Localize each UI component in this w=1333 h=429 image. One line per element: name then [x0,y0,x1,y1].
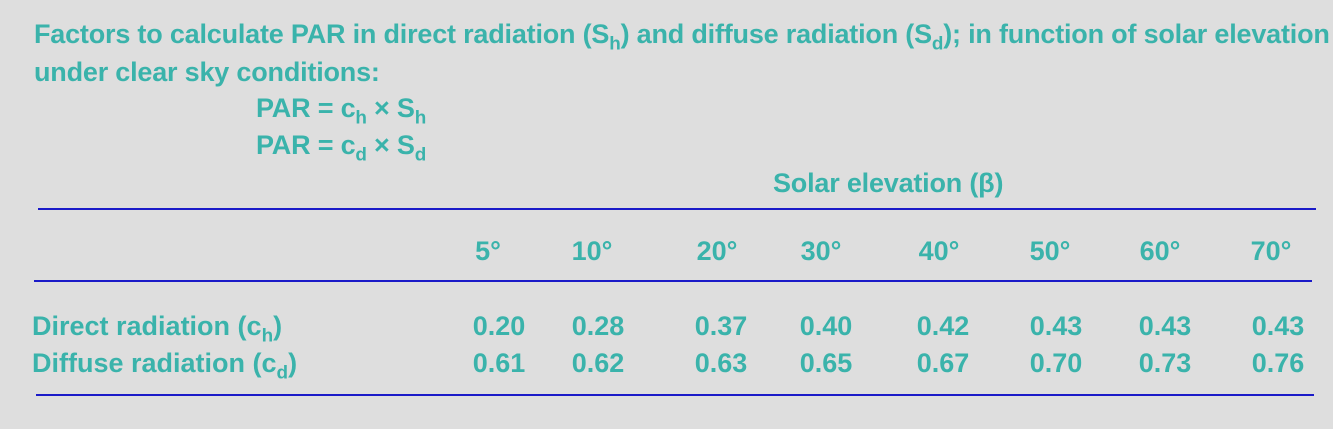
title-text-part: ) and diffuse radiation (S [620,19,933,49]
formula-direct: PAR = ch × Sh [256,93,426,128]
formula-subscript: d [414,144,427,166]
row-label-text: Direct radiation (c [32,311,262,341]
table-cell: 0.43 [1029,311,1083,341]
table-cell: 0.20 [472,311,526,341]
table-cell: 0.42 [916,311,970,341]
formula-subscript: h [355,107,367,129]
title-line-2: under clear sky conditions: [34,57,380,87]
top-rule [38,208,1316,210]
row-label-text: ) [288,348,298,378]
table-cell: 0.73 [1138,348,1192,378]
title-subscript: d [931,33,944,55]
table-cell: 0.37 [694,311,748,341]
table-cell: 0.65 [799,348,853,378]
table-cell: 0.28 [571,311,625,341]
row-label-direct: Direct radiation (ch) [32,311,283,346]
formula-op: × S [366,93,415,123]
column-header: 60° [1139,236,1181,266]
title-text-part: Factors to calculate PAR in direct radia… [34,19,610,49]
column-header: 50° [1029,236,1071,266]
table-cell: 0.63 [694,348,748,378]
table-cell: 0.43 [1138,311,1192,341]
table-cell: 0.70 [1029,348,1083,378]
column-header: 30° [800,236,842,266]
table-cell: 0.61 [472,348,526,378]
row-label-text: Diffuse radiation (c [32,348,277,378]
column-header: 20° [696,236,738,266]
bottom-rule [36,394,1314,396]
title-subscript: h [609,33,621,55]
title-line-1: Factors to calculate PAR in direct radia… [34,19,1333,54]
column-header: 40° [918,236,960,266]
table-cell: 0.40 [799,311,853,341]
column-header: 10° [571,236,613,266]
formula-lhs: PAR = c [256,130,356,160]
formula-lhs: PAR = c [256,93,356,123]
table-cell: 0.62 [571,348,625,378]
column-header: 5° [475,236,501,266]
table-cell: 0.43 [1251,311,1305,341]
formula-subscript: h [414,107,427,129]
table-cell: 0.67 [916,348,970,378]
formula-diffuse: PAR = cd × Sd [256,130,426,165]
row-label-subscript: h [261,325,274,347]
column-header: 70° [1250,236,1292,266]
formula-op: × S [366,130,415,160]
group-header-solar-elevation: Solar elevation (β) [773,168,1004,198]
row-label-text: ) [273,311,283,341]
title-text-part: ); in function of solar elevation (β) [943,19,1333,49]
row-label-subscript: d [276,362,289,384]
formula-subscript: d [355,144,367,166]
row-label-diffuse: Diffuse radiation (cd) [32,348,298,383]
table-cell: 0.76 [1251,348,1305,378]
header-rule [34,280,1312,282]
